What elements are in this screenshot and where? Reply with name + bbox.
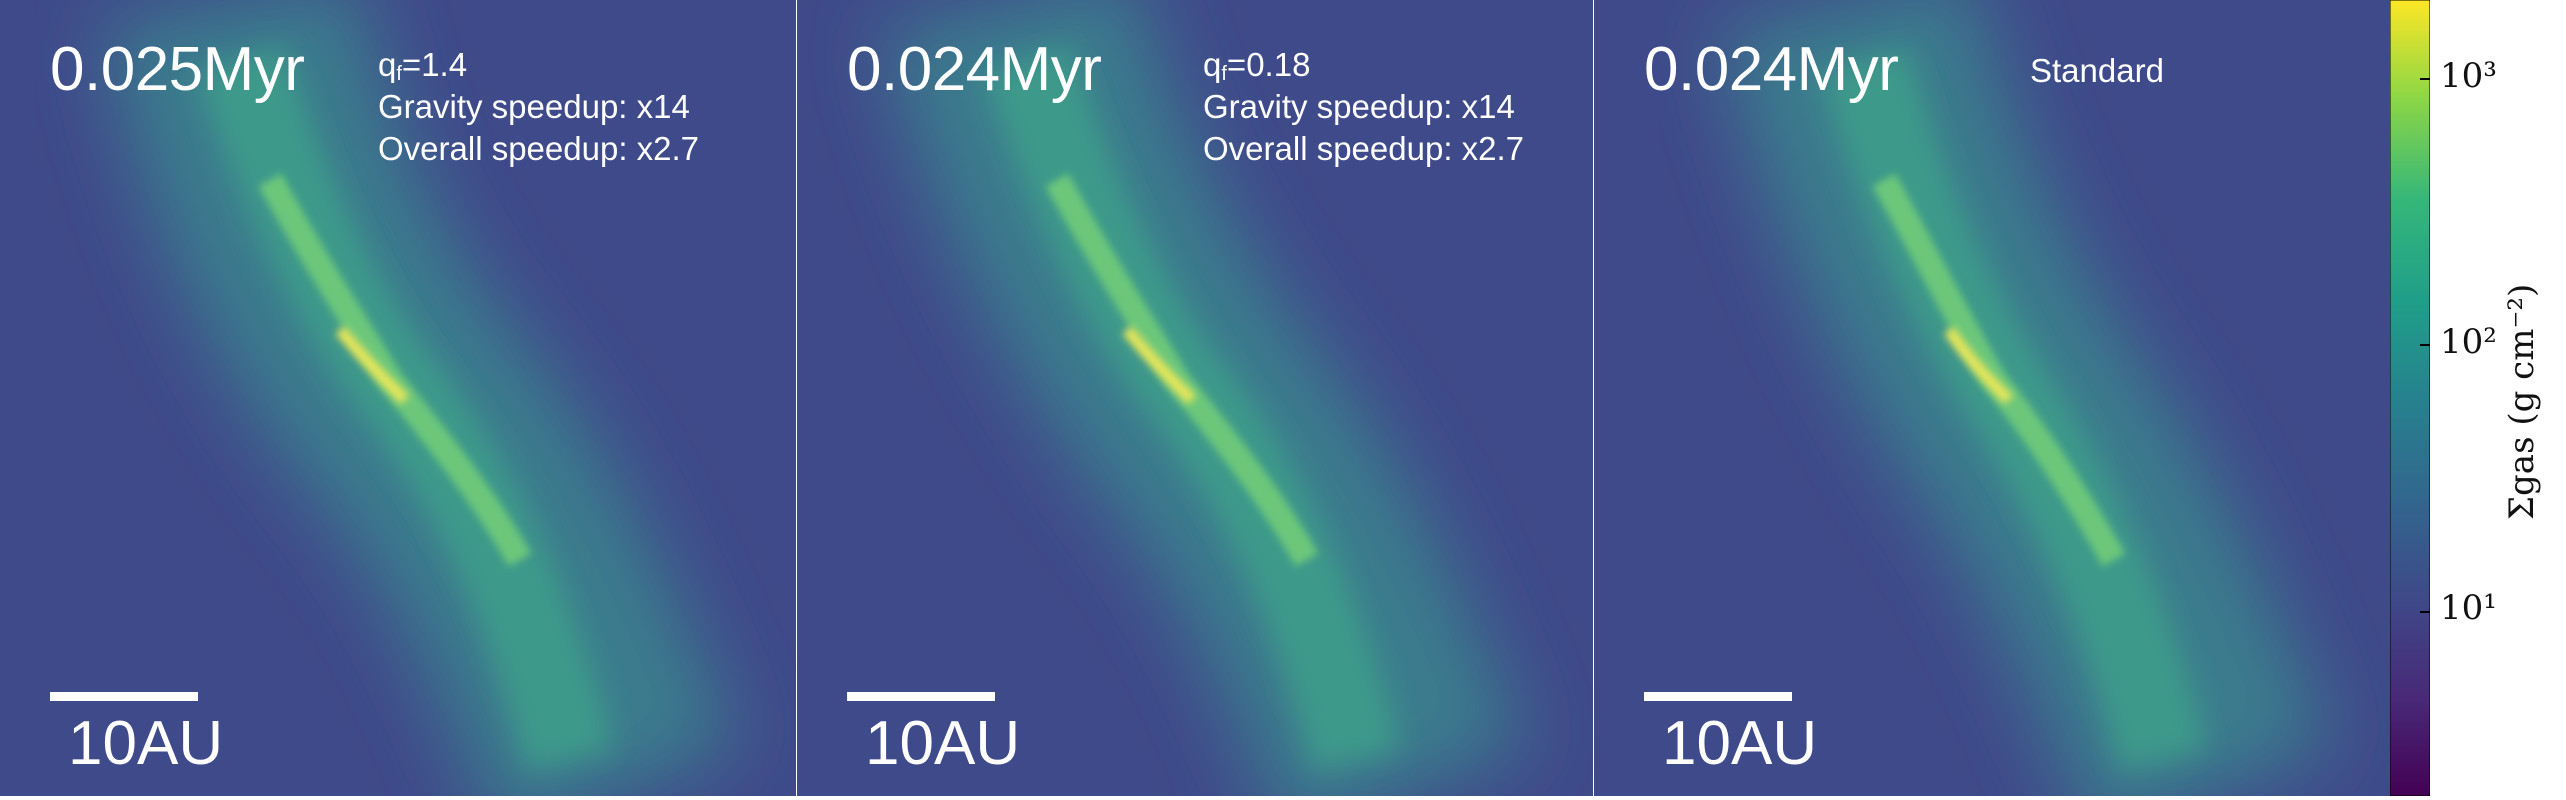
standard-label: Standard — [2030, 52, 2164, 89]
overall-speedup-line: Overall speedup: x2.7 — [378, 130, 700, 167]
qf-line: qf=1.4 — [378, 46, 468, 85]
scale-bar-label: 10AU — [1662, 709, 1818, 778]
colorbar-tick-major — [2420, 78, 2430, 80]
qf-line: qf=0.18 — [1203, 46, 1311, 85]
time-label: 0.024Myr — [847, 35, 1102, 104]
colorbar-title: Σgas (g cm⁻²) — [2502, 283, 2542, 520]
gravity-speedup-line: Gravity speedup: x14 — [378, 88, 690, 125]
scale-bar — [1644, 692, 1792, 701]
gravity-speedup-line: Gravity speedup: x14 — [1203, 88, 1515, 125]
info-block: qf=1.4 Gravity speedup: x14 Overall spee… — [378, 44, 699, 170]
scale-bar — [50, 692, 198, 701]
simulation-panel-3: 0.024Myr Standard 10AU — [1594, 0, 2390, 796]
simulation-panel-1: 0.025Myr qf=1.4 Gravity speedup: x14 Ove… — [0, 0, 796, 796]
scale-bar — [847, 692, 995, 701]
density-field-image — [0, 0, 796, 796]
overall-speedup-line: Overall speedup: x2.7 — [1203, 130, 1525, 167]
colorbar-tick-major — [2420, 344, 2430, 346]
scale-bar-label: 10AU — [68, 709, 224, 778]
colorbar-tick-label: 10² — [2440, 322, 2497, 362]
density-field-image — [797, 0, 1593, 796]
colorbar — [2390, 0, 2430, 796]
colorbar-tick-label: 10¹ — [2440, 588, 2497, 628]
time-label: 0.024Myr — [1644, 35, 1899, 104]
colorbar-tick-major — [2420, 611, 2430, 613]
info-block: qf=0.18 Gravity speedup: x14 Overall spe… — [1203, 44, 1524, 170]
simulation-panel-2: 0.024Myr qf=0.18 Gravity speedup: x14 Ov… — [797, 0, 1593, 796]
time-label: 0.025Myr — [50, 35, 305, 104]
density-field-image — [1594, 0, 2390, 796]
scale-bar-label: 10AU — [865, 709, 1021, 778]
colorbar-tick-label: 10³ — [2440, 56, 2497, 96]
